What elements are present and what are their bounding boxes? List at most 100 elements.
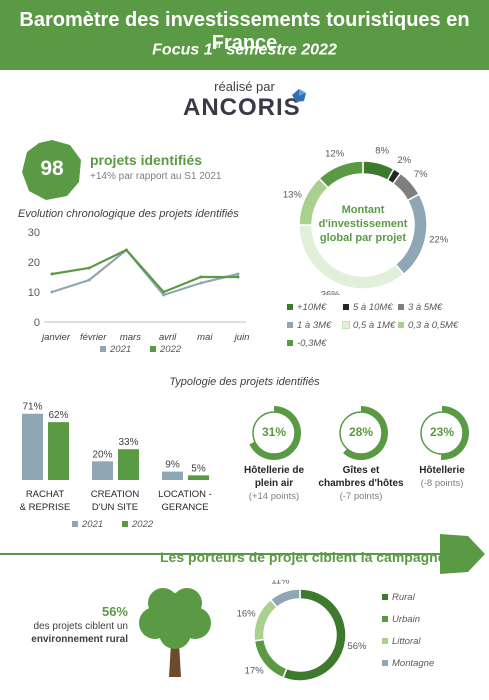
legend-item: Littoral: [382, 636, 421, 647]
legend-item: 2022: [122, 519, 153, 530]
slice-Rural: [282, 588, 347, 682]
page-title: Baromètre des investissements touristiqu…: [19, 9, 470, 54]
slice-label: 22%: [429, 234, 449, 245]
data-point-2022: [162, 290, 166, 294]
legend-item: Montagne: [382, 658, 434, 669]
legend-label: 5 à 10M€: [353, 302, 393, 313]
legend-swatch: [122, 521, 128, 528]
x-tick-label: janvier: [40, 332, 71, 343]
accommodation-change: (-8 points): [420, 478, 464, 489]
x-tick-label: mai: [197, 332, 213, 343]
accommodation-change: (-7 points): [339, 491, 383, 502]
header-banner: Baromètre des investissements touristiqu…: [0, 0, 489, 70]
y-tick-label: 10: [28, 287, 40, 299]
bar-value-label: 33%: [118, 437, 138, 448]
legend-item: Urbain: [382, 614, 420, 625]
rural-percentage: 56%: [101, 604, 128, 619]
legend-swatch: [287, 322, 293, 329]
environment-donut-chart: 56% 17% 16% 11%: [237, 580, 367, 682]
legend-swatch: [72, 521, 78, 528]
legend-item: +10M€: [287, 302, 326, 313]
legend-swatch-2022: [150, 346, 156, 352]
slice-label: 16%: [237, 609, 257, 620]
accommodation-label: Gîtes et chambres d'hôtes: [318, 465, 404, 489]
legend-swatch: [382, 616, 388, 623]
x-tick-label: mars: [120, 332, 141, 343]
legend-label: -0,3M€: [297, 338, 327, 349]
legend-label: 3 à 5M€: [408, 302, 443, 313]
legend-swatch: [382, 638, 388, 645]
bar-category-label: CREATION D'UN SITE: [90, 489, 140, 513]
legend-swatch: [382, 594, 388, 601]
slice-label: 56%: [347, 641, 367, 652]
legend-swatch: [287, 304, 293, 311]
slice-label: 13%: [283, 189, 303, 200]
accommodation-label: Hôtellerie de plein air: [243, 465, 305, 489]
bar-value-label: 9%: [165, 460, 180, 471]
bar-2021: [162, 471, 183, 480]
accommodation-change: (+14 points): [248, 491, 300, 502]
legend-label: 0,5 à 1M€: [353, 320, 396, 331]
legend-label: Rural: [392, 592, 415, 603]
y-tick-label: 20: [28, 257, 40, 269]
legend-item: Rural: [382, 592, 415, 603]
bar-value-label: 5%: [191, 463, 206, 474]
investment-donut-chart: 8% 2%7% 22% 36% 13% 12%: [283, 145, 449, 295]
x-tick-label: février: [80, 332, 107, 343]
line-chart: 0 10 20 30 janvier février mars avril mai juin 202…: [28, 227, 250, 355]
legend-swatch: [398, 304, 404, 311]
typology-title: Typologie des projets identifiés: [169, 376, 320, 388]
legend-label-2021: 2021: [109, 344, 131, 355]
data-point-2022: [50, 272, 54, 276]
page-subtitle: Focus 1er semestre 2022: [152, 40, 337, 59]
slice-label: 8%: [375, 145, 389, 156]
y-tick-label: 30: [28, 227, 40, 239]
legend-swatch: [287, 340, 293, 347]
percentage-ring: [420, 406, 469, 460]
bar-2022: [188, 475, 209, 480]
legend-label: 1 à 3M€: [297, 320, 332, 331]
data-point-2022: [87, 266, 91, 270]
legend-item: -0,3M€: [287, 338, 327, 349]
legend-label: 2021: [82, 519, 104, 530]
slice-label: 2%: [397, 155, 411, 166]
data-point-2021: [50, 290, 54, 294]
project-count: 98: [40, 157, 64, 180]
ancoris-logo: ANCORIS: [183, 94, 301, 121]
data-point-2021: [87, 278, 91, 282]
legend-label: +10M€: [297, 302, 327, 313]
slice-label: 12%: [325, 148, 345, 159]
donut-center-label: Montant d'investissement global par proj…: [318, 204, 408, 244]
x-tick-label: avril: [159, 332, 177, 343]
slice-label: 11%: [271, 580, 290, 586]
bar-value-label: 71%: [22, 402, 42, 413]
x-tick-label: juin: [233, 332, 250, 343]
legend-label: 0,3 à 0,5M€: [408, 320, 459, 331]
rural-description: des projets ciblent un environnement rura…: [31, 621, 128, 645]
percentage-ring: [249, 406, 301, 460]
slice-Montagne: [269, 588, 301, 609]
line-chart-title: Evolution chronologique des projets iden…: [18, 208, 239, 220]
bar-2022: [118, 449, 139, 480]
slice-Littoral: [253, 598, 279, 642]
slice--0,3M€: [318, 160, 364, 189]
bar-value-label: 62%: [48, 410, 68, 421]
bar-category-label: RACHAT & REPRISE: [19, 489, 71, 513]
bar-category-label: LOCATION - GERANCE: [158, 489, 212, 513]
percentage-ring: [339, 406, 388, 460]
data-point-2021: [199, 281, 203, 285]
legend-item: 3 à 5M€: [398, 302, 442, 313]
typology-bar-chart: 71% 62% 20% 33% 9% 5%: [22, 402, 209, 480]
ring-arc: [343, 406, 388, 460]
campagne-banner: [0, 534, 485, 574]
projects-title: projets identifiés: [90, 152, 203, 168]
data-point-2022: [199, 275, 203, 279]
ring-percentage: 28%: [348, 425, 374, 439]
legend-label: 2022: [132, 519, 154, 530]
bar-2022: [48, 422, 69, 480]
legend-label: Urbain: [392, 614, 420, 625]
slice-label: 7%: [414, 169, 428, 180]
logo-mark-icon: [292, 89, 306, 102]
legend-swatch: [398, 322, 404, 329]
accommodation-label: Hôtellerie: [419, 465, 465, 476]
